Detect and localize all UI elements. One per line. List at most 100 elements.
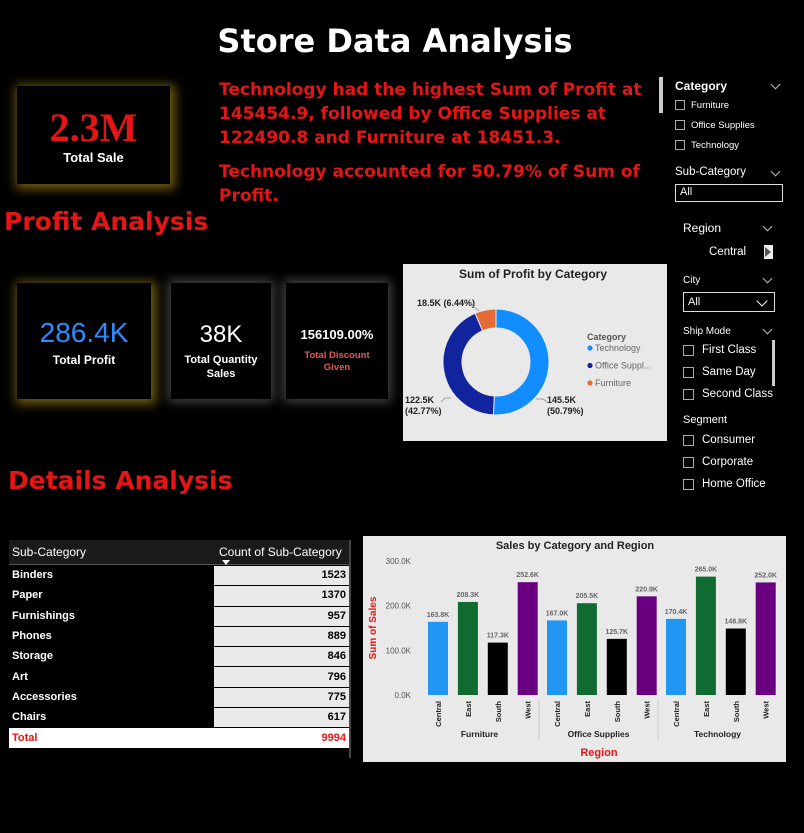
table-row[interactable]: Chairs 617 [9,707,349,728]
bar-chart-title: Sales by Category and Region [496,540,655,552]
region-slicer[interactable]: Region Central [683,221,787,259]
checkbox-icon[interactable] [683,344,694,356]
x-tick-label: South [732,701,741,723]
donut-slice-furniture[interactable] [474,308,497,332]
total-discount-card[interactable]: 156109.00% Total Discount Given [286,283,388,399]
subcategory-dropdown[interactable]: All [675,184,783,202]
option-first-class[interactable]: First Class [683,339,787,361]
option-same-day[interactable]: Same Day [683,361,787,383]
x-tick-label: East [464,700,473,716]
checkbox-icon[interactable] [683,434,694,446]
bar-svg: Sales by Category and Region Sum of Sale… [368,540,777,759]
leader-line [536,398,548,403]
category-scrollbar[interactable] [659,77,663,113]
option-label: Office Supplies [691,119,755,131]
bar-office-supplies-west[interactable] [636,596,657,695]
option-home-office[interactable]: Home Office [683,473,787,495]
donut-slice-office-supplies[interactable] [442,312,495,416]
bar-office-supplies-central[interactable] [547,620,567,695]
sales-by-category-region-chart[interactable]: Sales by Category and Region Sum of Sale… [363,536,786,762]
table-row[interactable]: Paper 1370 [9,585,349,606]
bar-technology-west[interactable] [755,582,776,695]
total-profit-card[interactable]: 286.4K Total Profit [17,283,151,399]
table-row[interactable]: Phones 889 [9,625,349,647]
table-row[interactable]: Storage 846 [9,646,349,667]
col-header-subcategory[interactable]: Sub-Category [12,545,87,559]
checkbox-icon[interactable] [675,120,685,130]
donut-slice-technology[interactable] [492,308,550,416]
bar-technology-central[interactable] [666,618,686,695]
chevron-down-icon[interactable] [762,324,773,335]
checkbox-icon[interactable] [675,100,685,110]
donut-title: Sum of Profit by Category [459,267,607,281]
legend-item[interactable]: Technology [595,343,641,353]
option-label: Home Office [702,478,766,490]
bar-furniture-central[interactable] [428,621,448,695]
region-slicer-title: Region [683,221,722,235]
city-slicer[interactable]: City All [683,273,787,312]
table-row[interactable]: Art 796 [9,666,349,687]
x-tick-label: Central [672,701,681,727]
option-technology[interactable]: Technology [675,135,787,155]
subcategory-table[interactable]: Sub-Category Count of Sub-Category Binde… [9,540,351,758]
checkbox-icon[interactable] [683,456,694,468]
x-axis-label: Region [580,747,618,759]
details-analysis-heading: Details Analysis [8,466,233,495]
city-dropdown[interactable]: All [683,292,775,312]
table-row[interactable]: Furnishings 957 [9,605,349,626]
bar-technology-east[interactable] [695,576,716,695]
row-subcategory: Accessories [12,690,77,703]
donut-slices [442,308,550,416]
option-office-supplies[interactable]: Office Supplies [675,115,787,135]
shipmode-scrollbar[interactable] [772,340,775,386]
option-label: Second Class [702,388,773,400]
option-corporate[interactable]: Corporate [683,451,787,473]
chevron-down-icon[interactable] [762,273,773,284]
checkbox-icon[interactable] [683,388,694,400]
bar-data-label: 208.3K [457,592,480,599]
row-count: 846 [214,646,349,667]
total-quantity-card[interactable]: 38K Total Quantity Sales [171,283,271,399]
bar-office-supplies-south[interactable] [606,638,627,695]
profit-by-category-chart[interactable]: Sum of Profit by Category 145.5K (50.79%)… [403,264,667,441]
bar-furniture-west[interactable] [517,582,538,695]
chevron-down-icon[interactable] [762,221,773,232]
bar-technology-south[interactable] [725,628,746,695]
y-tick-label: 300.0K [386,557,412,566]
subcategory-slicer[interactable]: Sub-Category All [675,166,787,202]
total-quantity-label: Total Quantity Sales [184,354,258,380]
page-title: Store Data Analysis [217,22,573,60]
table-row[interactable]: Binders 1523 [9,565,349,586]
table-total-row: Total 9994 [9,728,349,749]
insight-line-1: Technology had the highest Sum of Profit… [219,80,642,148]
legend-item[interactable]: Office Suppl... [595,361,651,371]
checkbox-icon[interactable] [683,478,694,490]
bar-office-supplies-east[interactable] [576,603,597,695]
table-row[interactable]: Accessories 775 [9,686,349,708]
chevron-down-icon[interactable] [770,166,781,177]
bar-furniture-east[interactable] [457,601,478,695]
checkbox-icon[interactable] [683,366,694,378]
col-header-count[interactable]: Count of Sub-Category [219,545,349,565]
segment-slicer[interactable]: Segment Consumer Corporate Home Office [683,414,787,495]
x-tick-label: West [524,701,533,719]
total-sale-card[interactable]: 2.3M Total Sale [17,86,170,184]
table-body: Binders 1523 Paper 1370 Furnishings 957 Phones… [9,565,349,728]
option-second-class[interactable]: Second Class [683,383,787,405]
option-furniture[interactable]: Furniture [675,95,787,115]
option-consumer[interactable]: Consumer [683,429,787,451]
shipmode-options: First Class Same Day Second Class [683,339,787,405]
row-subcategory: Storage [12,650,53,663]
bar-furniture-south[interactable] [487,642,508,695]
checkbox-icon[interactable] [675,140,685,150]
city-dropdown-value: All [688,296,701,308]
city-slicer-title: City [683,275,701,286]
legend-item[interactable]: Furniture [595,378,631,388]
next-arrow-icon[interactable] [764,245,774,259]
shipmode-slicer[interactable]: Ship Mode First Class Same Day Second Cl… [683,324,787,405]
insight-line-2: Technology accounted for 50.79% of Sum o… [219,162,640,206]
category-slicer[interactable]: Category Furniture Office Supplies Techn… [659,77,787,155]
row-count: 1523 [214,565,349,586]
chevron-down-icon[interactable] [770,79,781,90]
leader-line [440,397,451,403]
